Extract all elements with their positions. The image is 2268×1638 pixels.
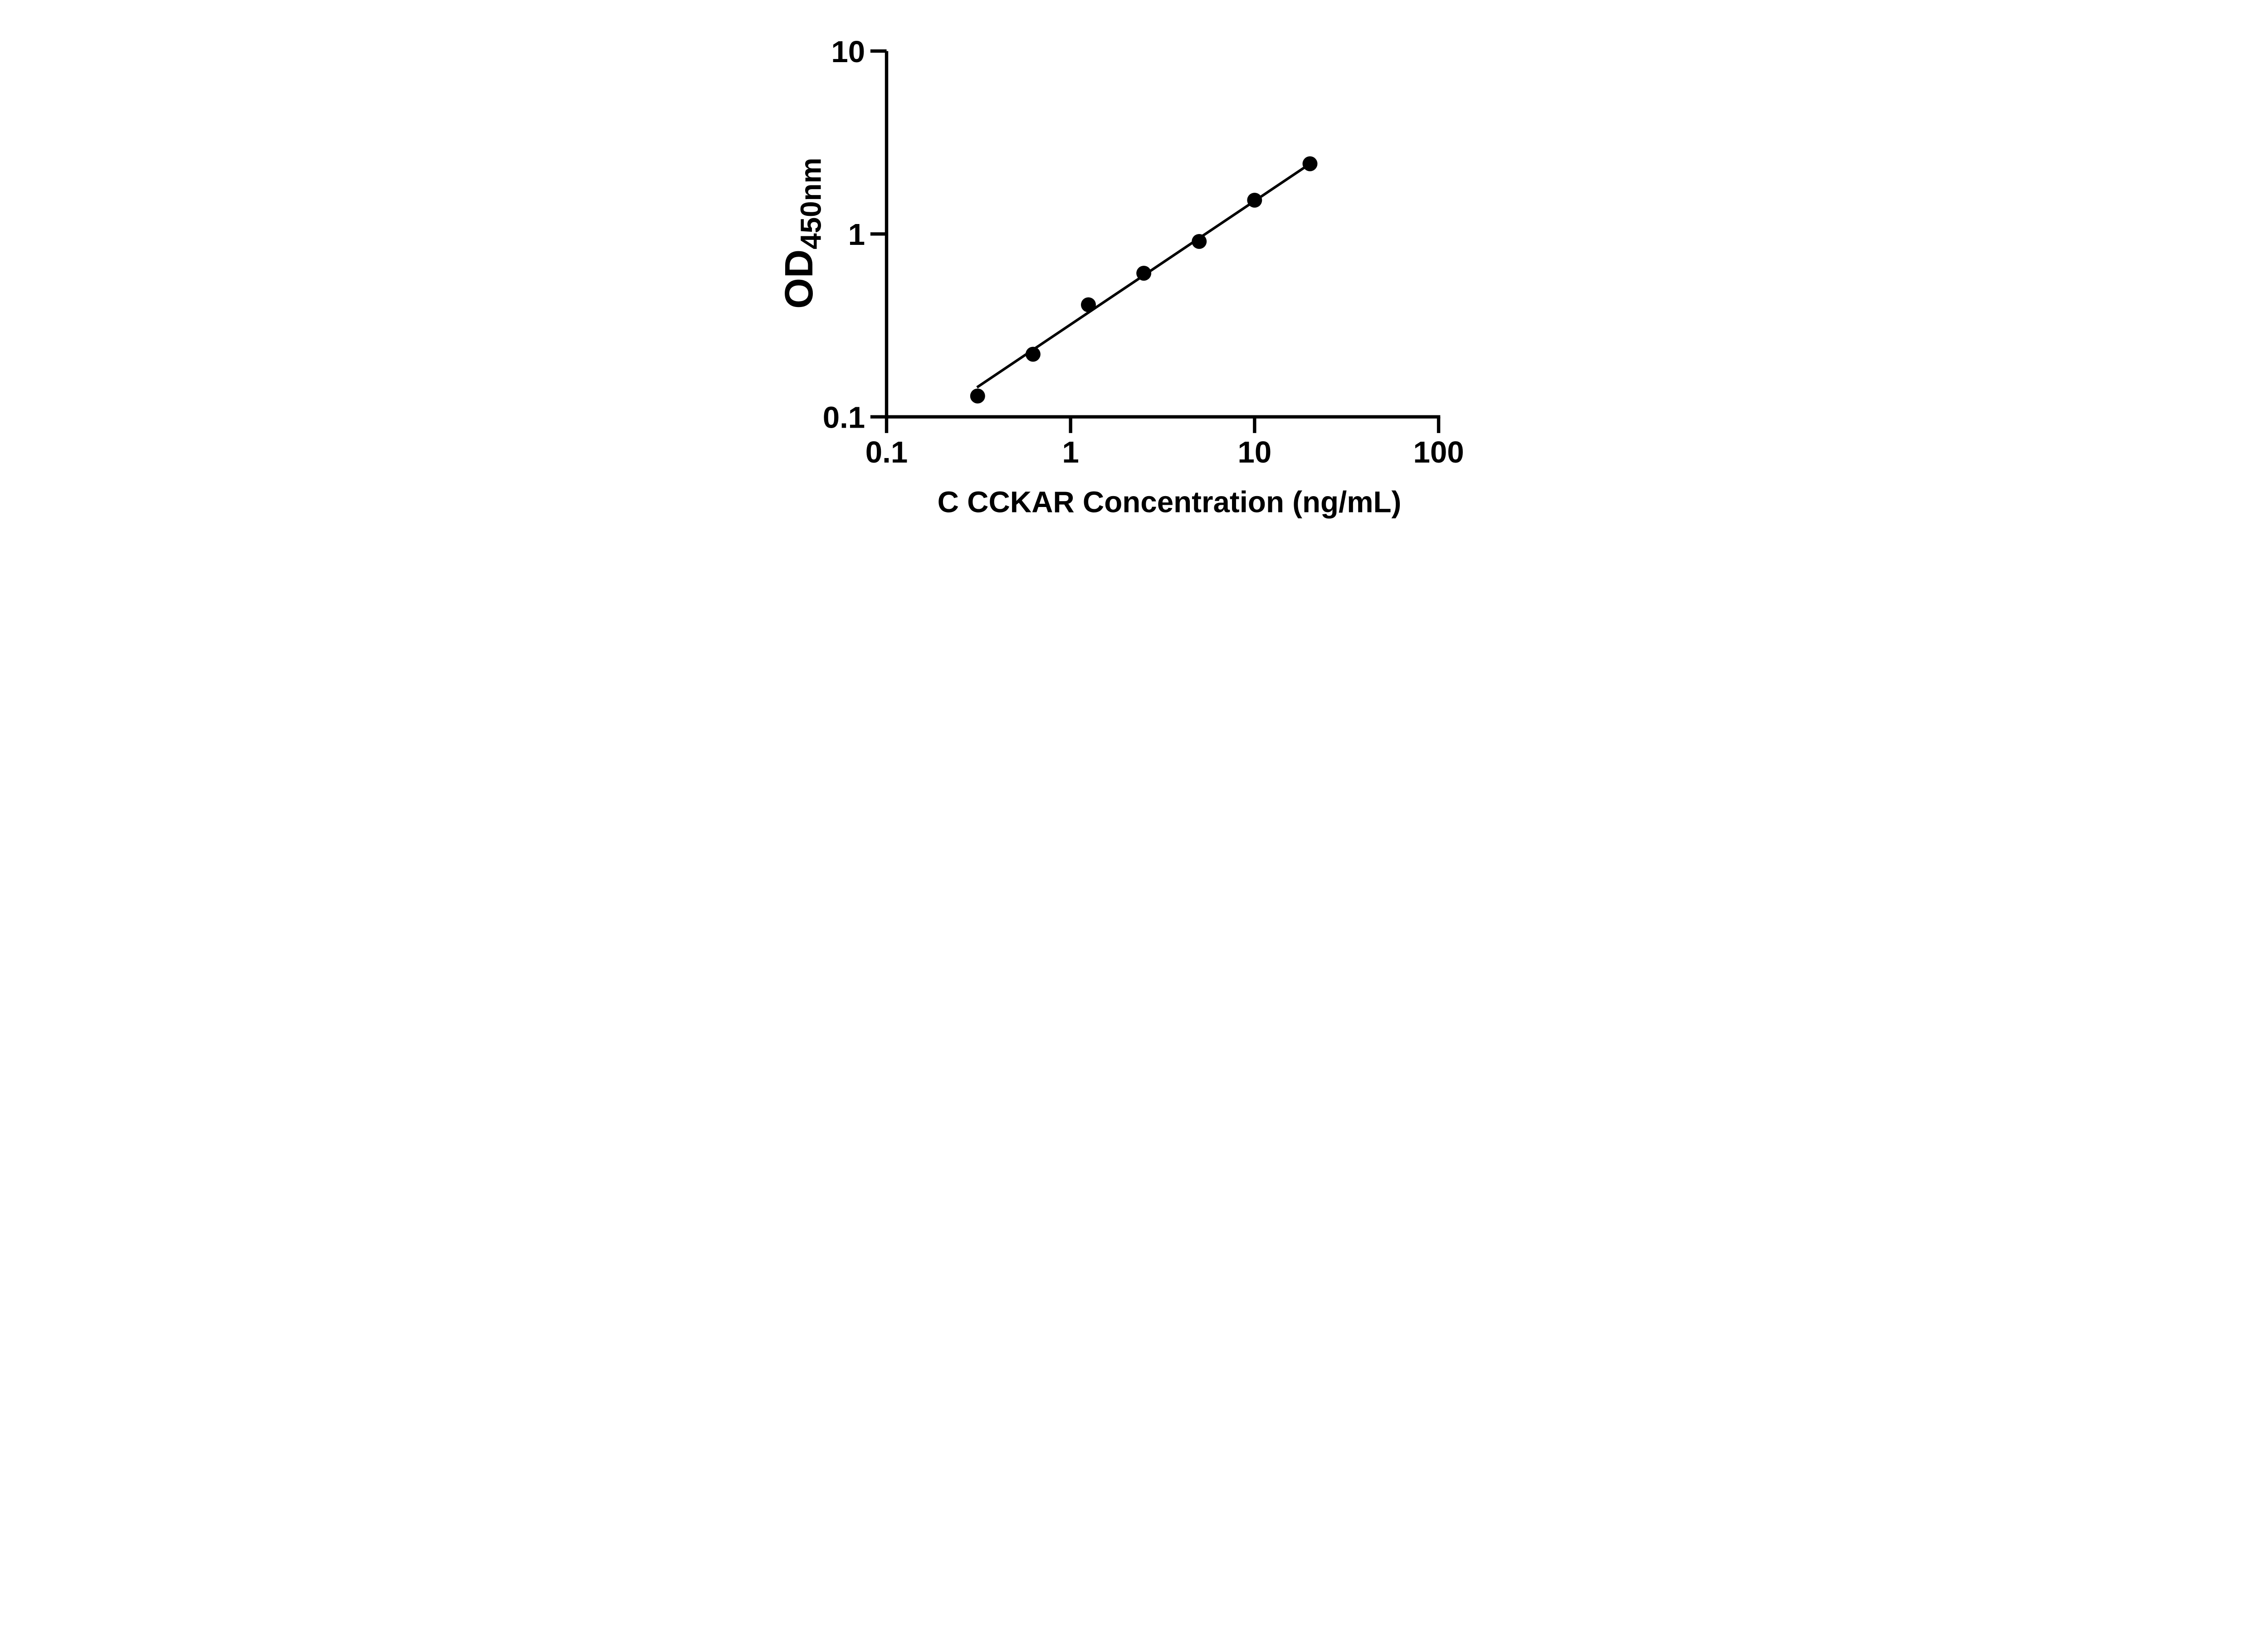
data-point-3 bbox=[1081, 297, 1096, 312]
y-axis-title-subscript: 450nm bbox=[795, 158, 827, 249]
series-standard-curve bbox=[970, 156, 1318, 404]
x-axis-title: C CCKAR Concentration (ng/mL) bbox=[938, 485, 1402, 518]
y-axis-title: OD450nm bbox=[777, 158, 827, 309]
y-tick-label-10: 10 bbox=[831, 35, 865, 69]
standard-curve-chart: 0.1 1 10 0.1 1 10 100 C CCKAR Concentration (ng… bbox=[748, 0, 1520, 551]
x-tick-label-10: 10 bbox=[1237, 435, 1271, 469]
y-axis-title-main: OD bbox=[777, 249, 821, 309]
x-tick-label-1: 1 bbox=[1062, 435, 1079, 469]
data-point-5 bbox=[1192, 234, 1207, 249]
data-point-7 bbox=[1302, 156, 1318, 171]
data-point-6 bbox=[1247, 192, 1262, 208]
chart-background bbox=[748, 0, 1520, 551]
x-tick-label-0.1: 0.1 bbox=[865, 435, 908, 469]
data-point-2 bbox=[1025, 346, 1041, 362]
elisa-standard-curve-figure: 0.1 1 10 0.1 1 10 100 C CCKAR Concentration (ng… bbox=[748, 0, 1520, 551]
data-point-1 bbox=[970, 388, 985, 404]
x-tick-label-100: 100 bbox=[1413, 435, 1464, 469]
y-tick-label-1: 1 bbox=[848, 218, 865, 252]
data-point-4 bbox=[1136, 266, 1152, 281]
y-tick-label-0.1: 0.1 bbox=[823, 400, 865, 434]
